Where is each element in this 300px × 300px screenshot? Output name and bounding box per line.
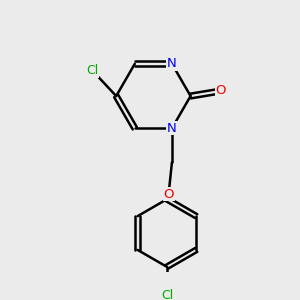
Text: O: O bbox=[163, 188, 174, 201]
Text: Cl: Cl bbox=[86, 64, 99, 77]
Text: Cl: Cl bbox=[161, 289, 173, 300]
Text: O: O bbox=[216, 85, 226, 98]
Text: N: N bbox=[167, 122, 177, 135]
Text: N: N bbox=[167, 57, 177, 70]
